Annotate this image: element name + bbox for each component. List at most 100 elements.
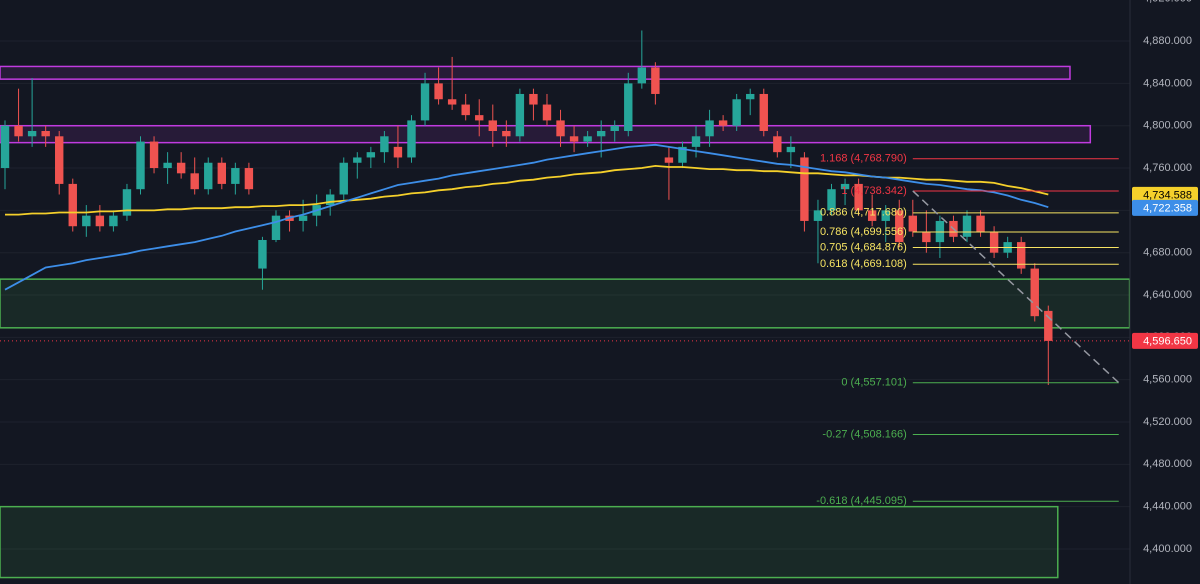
y-tick-label: 4,920.000 <box>1143 0 1192 5</box>
y-tick-label: 4,680.000 <box>1143 247 1192 259</box>
candle-body <box>68 183 77 227</box>
candle-body <box>610 125 619 132</box>
fib-label: 1 (4,738.342) <box>841 185 906 197</box>
fib-label: 0.618 (4,669.108) <box>820 258 907 270</box>
y-tick-label: 4,880.000 <box>1143 35 1192 47</box>
zone <box>0 124 1092 144</box>
candle-body <box>407 120 416 158</box>
candle-body <box>773 136 782 153</box>
candle-body <box>27 131 37 137</box>
candle-body <box>95 215 105 227</box>
candle-body <box>569 136 579 142</box>
candle-body <box>393 146 403 158</box>
y-tick-label: 4,640.000 <box>1143 289 1192 301</box>
candle-body <box>380 136 389 153</box>
candle-body <box>529 93 538 105</box>
zone <box>0 505 1059 579</box>
y-tick-label: 4,520.000 <box>1143 416 1192 428</box>
y-tick-label: 4,560.000 <box>1143 374 1192 386</box>
candle-body <box>867 210 877 221</box>
fib-label: 1.168 (4,768.790) <box>820 153 907 165</box>
candle-body <box>624 83 633 132</box>
y-tick-label: 4,840.000 <box>1143 77 1192 89</box>
price-axis-labels: 4,400.000 4,440.000 4,480.000 4,520.000 4,56… <box>1132 0 1198 555</box>
y-tick-label: 4,800.000 <box>1143 120 1192 132</box>
candle-body <box>502 131 511 137</box>
candle-body <box>258 239 267 269</box>
candle-body <box>190 173 199 190</box>
candle-body <box>447 99 457 105</box>
candle-body <box>691 136 701 147</box>
candle-body <box>122 189 132 216</box>
candle-body <box>0 125 10 169</box>
candle-body <box>1030 268 1039 317</box>
candle-body <box>325 194 335 206</box>
candle-body <box>271 215 281 240</box>
candle-body <box>786 146 796 153</box>
candle-body <box>353 157 362 163</box>
candle-body <box>895 210 904 243</box>
fib-label: 0.886 (4,717.680) <box>820 207 907 219</box>
y-tick-label: 4,440.000 <box>1143 501 1192 513</box>
fib-label: -0.27 (4,508.166) <box>822 428 906 440</box>
candle-body <box>583 136 592 142</box>
moving-average <box>4 143 1049 291</box>
y-tick-label: 4,480.000 <box>1143 458 1192 470</box>
candle-body <box>488 120 497 132</box>
candle-body <box>109 215 118 227</box>
candle-body <box>461 104 470 116</box>
candle-body <box>989 231 999 253</box>
fib-label: 0.705 (4,684.876) <box>820 241 907 253</box>
candle-body <box>718 120 728 126</box>
zone <box>0 278 1131 329</box>
candle-body <box>163 162 172 169</box>
candle-body <box>82 215 91 227</box>
y-tick-label: 4,400.000 <box>1143 543 1192 555</box>
fib-label: 0.786 (4,699.556) <box>820 226 907 238</box>
fib-label: 0 (4,557.101) <box>841 377 906 389</box>
candle-body <box>542 104 552 121</box>
candle-body <box>827 189 836 211</box>
candle-body <box>922 231 931 243</box>
zone <box>0 65 1071 80</box>
candle-body <box>881 210 890 221</box>
candle-body <box>746 93 755 100</box>
candle-body <box>596 131 606 137</box>
candle-body <box>475 115 484 121</box>
candle-body <box>813 210 823 221</box>
candle-body <box>1017 242 1026 269</box>
candle-body <box>298 215 308 221</box>
price-label: 4,596.650 <box>1143 335 1192 347</box>
candle-body <box>800 157 809 221</box>
candle-body <box>962 215 972 237</box>
candle-body <box>244 168 254 190</box>
price-label: 4,734.588 <box>1143 189 1192 201</box>
candle-body <box>976 215 985 232</box>
candle-body <box>678 146 687 163</box>
candle-body <box>434 83 443 100</box>
candle-body <box>420 83 430 121</box>
candle-body <box>14 125 23 137</box>
candle-body <box>149 141 159 169</box>
candle-body <box>41 131 50 137</box>
candle-body <box>651 67 660 94</box>
candle-body <box>176 162 186 174</box>
candle-body <box>854 183 863 211</box>
candle-body <box>339 162 348 195</box>
candle-body <box>231 168 240 184</box>
candle-body <box>366 152 376 158</box>
candle-body <box>732 99 741 126</box>
price-label-box <box>1132 332 1198 349</box>
candle-body <box>705 120 714 137</box>
candle-body <box>664 157 674 163</box>
trend-line <box>912 190 1120 384</box>
price-label-box <box>1132 186 1198 203</box>
y-tick-label: 4,760.000 <box>1143 162 1192 174</box>
price-axis <box>1130 0 1200 584</box>
candle-body <box>759 93 768 132</box>
candle-body <box>840 183 850 190</box>
candle-body <box>136 141 145 190</box>
plot-area: 1.168 (4,768.790) 1 (4,738.342) 0.886 (4,7… <box>0 30 1131 579</box>
